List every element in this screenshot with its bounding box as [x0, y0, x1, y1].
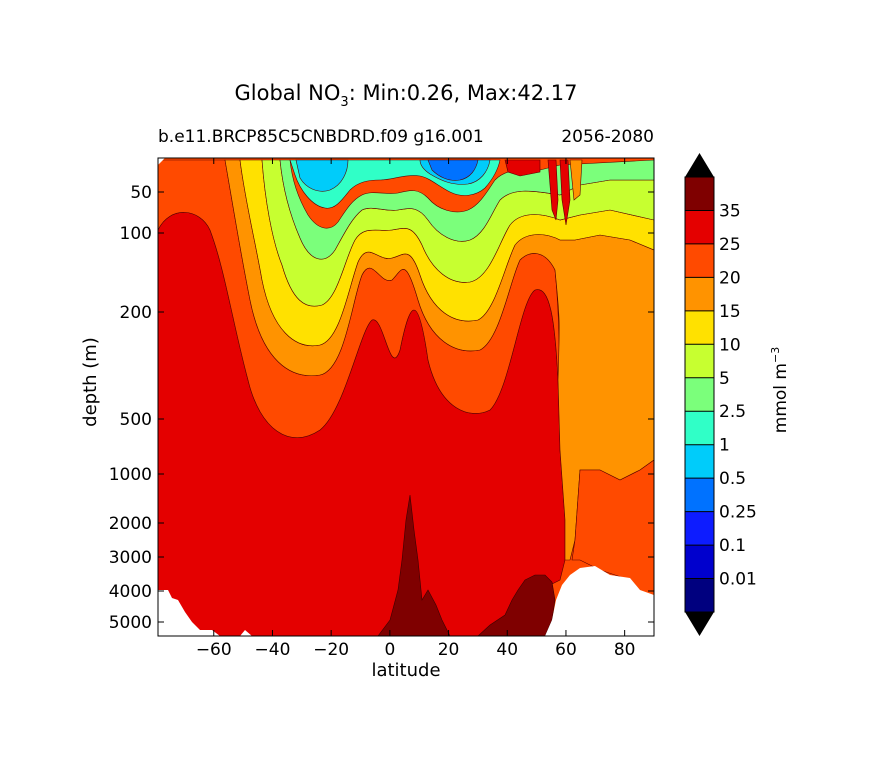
contour-field	[158, 158, 654, 636]
y-axis-label: depth (m)	[80, 337, 101, 427]
chart-subtitle-right: 2056-2080	[561, 127, 654, 147]
y-tick-label: 5000	[109, 613, 152, 633]
colorbar-tick-label: 2.5	[719, 402, 746, 422]
x-tick-label: −20	[313, 640, 349, 660]
y-tick-label: 500	[120, 410, 152, 430]
colorbar-tick-label: 20	[719, 268, 741, 288]
colorbar-swatch	[685, 545, 714, 579]
x-tick-label: 60	[555, 640, 577, 660]
colorbar-tick-label: 0.01	[719, 570, 757, 590]
colorbar-swatch	[685, 578, 714, 612]
colorbar-tick-label: 5	[719, 369, 730, 389]
missing-southern-floor	[158, 590, 220, 636]
colorbar-label: mmol m−3	[769, 347, 791, 433]
colorbar-swatch	[685, 210, 714, 244]
missing-left-top	[158, 158, 165, 165]
x-tick-label: 0	[384, 640, 395, 660]
y-tick-label: 3000	[109, 548, 152, 568]
missing-floor-mid	[240, 630, 252, 636]
colorbar-swatch	[685, 344, 714, 378]
x-tick-label: −60	[196, 640, 232, 660]
colorbar-tick-label: 10	[719, 335, 741, 355]
colorbar: 0.01 0.1 0.25 0.5 1 2.5 5 10 15 20 25 35	[684, 153, 757, 636]
x-tick-label: −40	[255, 640, 291, 660]
y-tick-label: 200	[120, 303, 152, 323]
band-0.5-1	[295, 159, 349, 192]
band-2.5-5	[279, 159, 654, 260]
missing-arctic	[545, 566, 654, 636]
band-0.25-0.5	[427, 159, 479, 181]
y-tick-label: 50	[130, 183, 152, 203]
band-surface-streaks-b	[547, 159, 559, 221]
colorbar-swatch	[685, 243, 714, 278]
band-surface-streaks-d	[569, 159, 583, 201]
colorbar-swatch	[685, 310, 714, 345]
colorbar-extend-min	[685, 612, 714, 636]
colorbar-tick-label: 25	[719, 235, 741, 255]
colorbar-tick-label: 0.25	[719, 503, 757, 523]
colorbar-tick-label: 0.1	[719, 536, 746, 556]
chart-subtitle-left: b.e11.BRCP85C5CNBDRD.f09 g16.001	[158, 127, 484, 147]
y-axis: 50 100 200 500 1000 2000 3000 4000 5000	[109, 183, 654, 633]
y-tick-label: 4000	[109, 582, 152, 602]
colorbar-swatch	[685, 511, 714, 546]
colorbar-extend-max	[685, 153, 714, 177]
y-tick-label: 100	[120, 224, 152, 244]
band-surface-streaks	[504, 159, 541, 177]
plot-frame	[157, 157, 655, 637]
chart-title: Global NO3: Min:0.26, Max:42.17	[235, 81, 578, 110]
x-tick-label: 40	[496, 640, 518, 660]
colorbar-swatch	[685, 277, 714, 311]
x-tick-label: 20	[438, 640, 460, 660]
colorbar-tick-label: 15	[719, 302, 741, 322]
y-tick-label: 1000	[109, 465, 152, 485]
colorbar-tick-label: 35	[719, 201, 741, 221]
colorbar-swatch	[685, 177, 714, 211]
colorbar-swatch	[685, 377, 714, 412]
colorbar-swatch	[685, 444, 714, 479]
x-axis-label: latitude	[371, 660, 440, 681]
colorbar-tick-label: 0.5	[719, 469, 746, 489]
x-axis: −60 −40 −20 0 20 40 60 80	[196, 158, 636, 660]
band-surface-streaks-c	[559, 159, 571, 226]
colorbar-tick-label: 1	[719, 436, 730, 456]
colorbar-frame	[684, 176, 715, 613]
colorbar-swatch	[685, 411, 714, 445]
colorbar-swatch	[685, 478, 714, 512]
band-gt35	[377, 494, 451, 636]
y-tick-label: 2000	[109, 514, 152, 534]
x-tick-label: 80	[614, 640, 636, 660]
